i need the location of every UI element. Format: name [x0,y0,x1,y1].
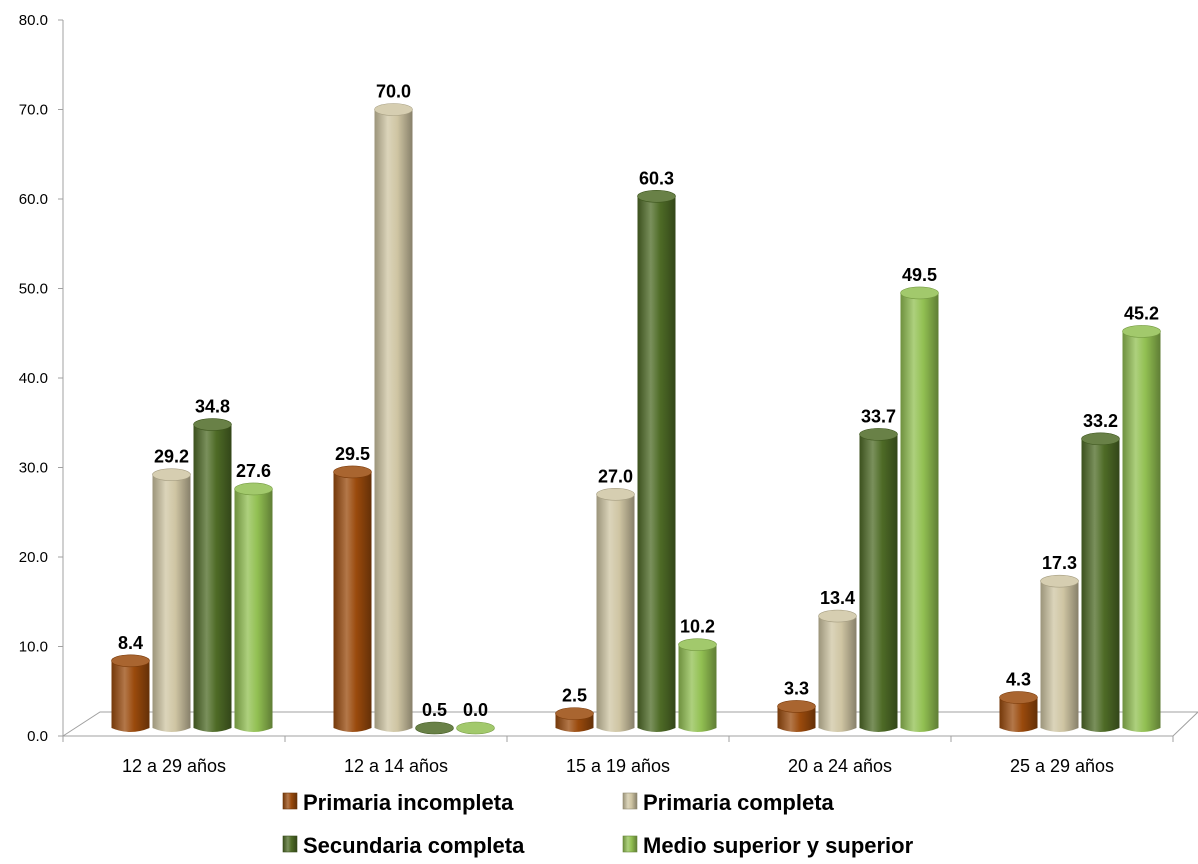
bar [1122,331,1161,732]
bar [596,494,635,732]
bar-cap [374,103,413,116]
bar [193,424,232,732]
bar [678,644,717,732]
bar-cap [1122,325,1161,338]
data-label: 33.7 [861,406,896,426]
bar-cap [637,190,676,203]
data-label: 49.5 [902,265,937,285]
x-tick-label: 12 a 29 años [122,756,226,776]
bar [152,474,191,732]
data-label: 2.5 [562,686,587,706]
x-tick-label: 20 a 24 años [788,756,892,776]
bar [1040,581,1079,732]
legend-label: Primaria completa [643,790,835,815]
bar-cap [333,465,372,479]
bar-cap [555,707,594,720]
bar [374,109,413,732]
y-tick-label: 10.0 [19,639,48,656]
bar [234,488,273,732]
x-tick-label: 15 a 19 años [566,756,670,776]
data-label: 70.0 [376,82,411,102]
data-label: 0.5 [422,700,447,720]
legend-swatch [282,792,298,810]
bar [999,697,1038,732]
data-label: 17.3 [1042,553,1077,573]
bar [818,616,857,732]
bar [333,471,372,732]
y-tick-label: 80.0 [19,12,48,29]
bar [1081,438,1120,732]
y-tick-label: 30.0 [19,460,48,477]
y-tick-label: 20.0 [19,549,48,566]
data-label: 27.0 [598,466,633,486]
bar-cap [1081,432,1120,446]
x-tick-label: 12 a 14 años [344,756,448,776]
bar-cap [111,654,150,668]
y-tick-label: 60.0 [19,191,48,208]
data-label: 10.2 [680,617,715,637]
bar-cap [193,418,232,431]
bar-cap [456,721,495,735]
y-tick-label: 40.0 [19,370,48,387]
bar [777,706,816,732]
data-label: 4.3 [1006,670,1031,690]
bar-cap [999,691,1038,704]
bar-cap [415,721,454,735]
bar-cap [900,286,939,300]
legend-label: Medio superior y superior [643,833,914,858]
y-tick-label: 0.0 [27,728,48,745]
bar [637,196,676,732]
data-label: 13.4 [820,588,855,608]
data-label: 8.4 [118,633,143,653]
bar-cap [678,638,717,652]
data-label: 27.6 [236,461,271,481]
bar-cap [1040,574,1079,588]
data-label: 34.8 [195,397,230,417]
bar-cap [859,428,898,441]
legend-label: Primaria incompleta [303,790,514,815]
bar [900,292,939,732]
data-label: 60.3 [639,168,674,188]
legend-swatch [282,835,298,853]
legend-swatch [622,792,638,810]
bar-cap [777,700,816,713]
bar-cap [152,468,191,481]
legend-swatch [622,835,638,853]
legend-label: Secundaria completa [303,833,525,858]
bar [111,660,150,732]
data-label: 45.2 [1124,303,1159,323]
x-tick-label: 25 a 29 años [1010,756,1114,776]
bar [859,434,898,732]
bar-cap [234,482,273,496]
y-tick-label: 50.0 [19,281,48,298]
data-label: 29.2 [154,447,189,467]
bar-cap [818,609,857,623]
bar-cap [596,488,635,501]
data-label: 3.3 [784,678,809,698]
data-label: 0.0 [463,700,488,720]
data-label: 33.2 [1083,411,1118,431]
data-label: 29.5 [335,444,370,464]
y-tick-label: 70.0 [19,102,48,119]
